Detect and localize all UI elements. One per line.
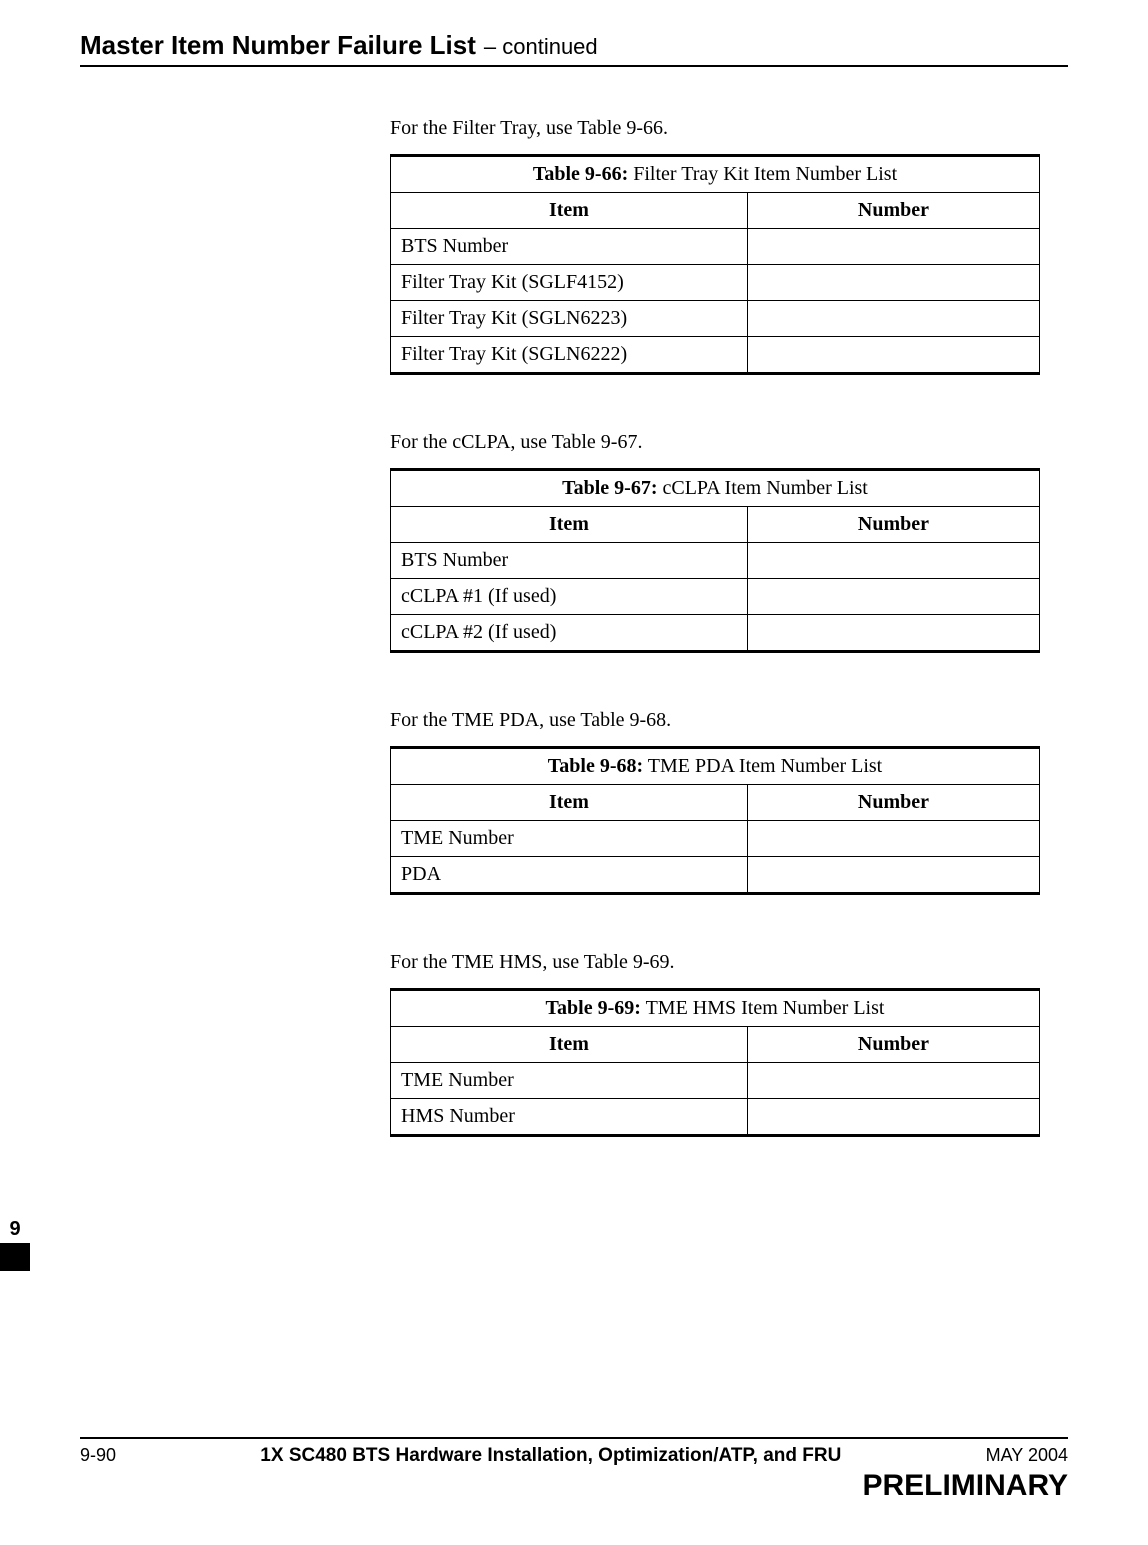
cell-number xyxy=(747,301,1039,337)
column-header-number: Number xyxy=(747,785,1039,821)
table-caption: Table 9-68: TME PDA Item Number List xyxy=(391,748,1040,785)
section-lead: For the Filter Tray, use Table 9-66. xyxy=(390,117,1040,140)
cell-item: BTS Number xyxy=(391,229,748,265)
footer-row: 9-90 1X SC480 BTS Hardware Installation,… xyxy=(80,1445,1068,1467)
table-row: BTS Number xyxy=(391,543,1040,579)
header-title: Master Item Number Failure List xyxy=(80,30,476,61)
cell-number xyxy=(747,1063,1039,1099)
table-row: PDA xyxy=(391,857,1040,894)
column-header-item: Item xyxy=(391,507,748,543)
chapter-tab: 9 xyxy=(0,1215,30,1271)
cell-number xyxy=(747,337,1039,374)
section-lead: For the TME PDA, use Table 9-68. xyxy=(390,709,1040,732)
cell-item: HMS Number xyxy=(391,1099,748,1136)
table-row: cCLPA #1 (If used) xyxy=(391,579,1040,615)
cell-number xyxy=(747,579,1039,615)
table-row: HMS Number xyxy=(391,1099,1040,1136)
cell-number xyxy=(747,857,1039,894)
table-row: Filter Tray Kit (SGLN6222) xyxy=(391,337,1040,374)
table-row: BTS Number xyxy=(391,229,1040,265)
section-lead: For the TME HMS, use Table 9-69. xyxy=(390,951,1040,974)
column-header-item: Item xyxy=(391,785,748,821)
table-row: Filter Tray Kit (SGLN6223) xyxy=(391,301,1040,337)
section-lead: For the cCLPA, use Table 9-67. xyxy=(390,431,1040,454)
table-caption: Table 9-66: Filter Tray Kit Item Number … xyxy=(391,156,1040,193)
cell-number xyxy=(747,543,1039,579)
table-caption: Table 9-69: TME HMS Item Number List xyxy=(391,990,1040,1027)
cell-item: Filter Tray Kit (SGLN6223) xyxy=(391,301,748,337)
cell-item: BTS Number xyxy=(391,543,748,579)
footer-page-number: 9-90 xyxy=(80,1445,116,1466)
cell-number xyxy=(747,265,1039,301)
column-header-item: Item xyxy=(391,193,748,229)
cell-number xyxy=(747,1099,1039,1136)
table-row: TME Number xyxy=(391,1063,1040,1099)
column-header-number: Number xyxy=(747,1027,1039,1063)
chapter-number: 9 xyxy=(0,1215,30,1243)
item-number-table: Table 9-66: Filter Tray Kit Item Number … xyxy=(390,154,1040,375)
cell-item: PDA xyxy=(391,857,748,894)
header-suffix: – continued xyxy=(484,34,598,60)
column-header-item: Item xyxy=(391,1027,748,1063)
column-header-number: Number xyxy=(747,507,1039,543)
cell-item: cCLPA #2 (If used) xyxy=(391,615,748,652)
item-number-table: Table 9-68: TME PDA Item Number ListItem… xyxy=(390,746,1040,895)
table-row: cCLPA #2 (If used) xyxy=(391,615,1040,652)
item-number-table: Table 9-67: cCLPA Item Number ListItemNu… xyxy=(390,468,1040,653)
table-row: Filter Tray Kit (SGLF4152) xyxy=(391,265,1040,301)
footer-status: PRELIMINARY xyxy=(80,1469,1068,1503)
cell-item: cCLPA #1 (If used) xyxy=(391,579,748,615)
page-footer: 9-90 1X SC480 BTS Hardware Installation,… xyxy=(80,1437,1068,1503)
content-area: For the Filter Tray, use Table 9-66. Tabl… xyxy=(390,117,1040,1137)
footer-doc-title: 1X SC480 BTS Hardware Installation, Opti… xyxy=(260,1445,841,1467)
cell-item: TME Number xyxy=(391,821,748,857)
cell-number xyxy=(747,821,1039,857)
footer-date: MAY 2004 xyxy=(986,1445,1068,1466)
chapter-tab-marker xyxy=(0,1243,30,1271)
footer-rule xyxy=(80,1437,1068,1439)
column-header-number: Number xyxy=(747,193,1039,229)
page: Master Item Number Failure List – contin… xyxy=(0,0,1148,1545)
page-header: Master Item Number Failure List – contin… xyxy=(80,30,1068,67)
cell-number xyxy=(747,229,1039,265)
cell-item: Filter Tray Kit (SGLN6222) xyxy=(391,337,748,374)
table-row: TME Number xyxy=(391,821,1040,857)
table-caption: Table 9-67: cCLPA Item Number List xyxy=(391,470,1040,507)
cell-number xyxy=(747,615,1039,652)
cell-item: TME Number xyxy=(391,1063,748,1099)
cell-item: Filter Tray Kit (SGLF4152) xyxy=(391,265,748,301)
item-number-table: Table 9-69: TME HMS Item Number ListItem… xyxy=(390,988,1040,1137)
